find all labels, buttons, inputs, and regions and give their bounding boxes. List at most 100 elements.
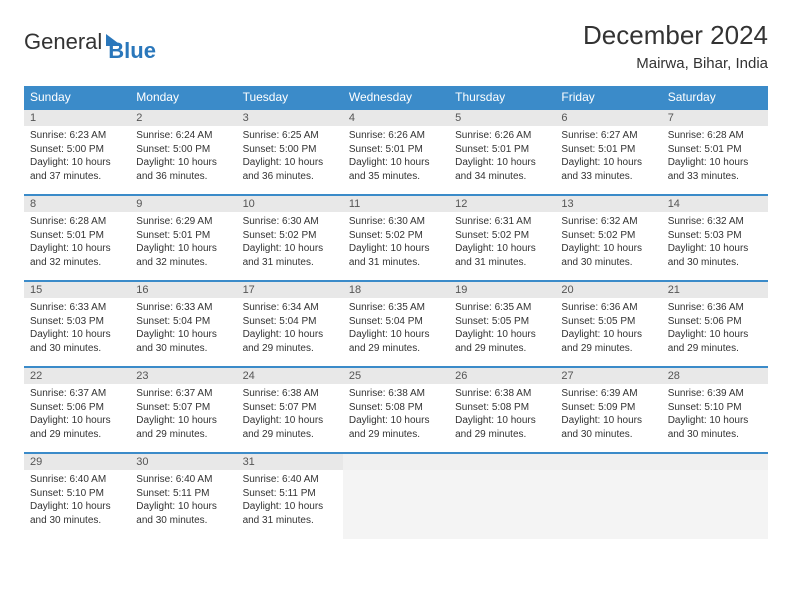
calendar-day-cell: 17Sunrise: 6:34 AMSunset: 5:04 PMDayligh… [237,281,343,367]
day-number: 30 [130,454,236,470]
day-number: 4 [343,110,449,126]
day-number: 5 [449,110,555,126]
day-details: Sunrise: 6:32 AMSunset: 5:03 PMDaylight:… [662,212,768,273]
calendar-day-cell [555,453,661,539]
day-details: Sunrise: 6:37 AMSunset: 5:07 PMDaylight:… [130,384,236,445]
calendar-day-cell [343,453,449,539]
day-details: Sunrise: 6:35 AMSunset: 5:04 PMDaylight:… [343,298,449,359]
calendar-day-cell: 5Sunrise: 6:26 AMSunset: 5:01 PMDaylight… [449,109,555,195]
calendar-day-cell: 21Sunrise: 6:36 AMSunset: 5:06 PMDayligh… [662,281,768,367]
calendar-day-cell: 20Sunrise: 6:36 AMSunset: 5:05 PMDayligh… [555,281,661,367]
day-number: 26 [449,368,555,384]
brand-part1: General [24,29,102,55]
day-number: 28 [662,368,768,384]
calendar-week-row: 29Sunrise: 6:40 AMSunset: 5:10 PMDayligh… [24,453,768,539]
day-details: Sunrise: 6:25 AMSunset: 5:00 PMDaylight:… [237,126,343,187]
day-details: Sunrise: 6:34 AMSunset: 5:04 PMDaylight:… [237,298,343,359]
title-block: December 2024 Mairwa, Bihar, India [583,20,768,72]
day-details: Sunrise: 6:38 AMSunset: 5:08 PMDaylight:… [343,384,449,445]
day-details: Sunrise: 6:39 AMSunset: 5:09 PMDaylight:… [555,384,661,445]
calendar-day-cell: 18Sunrise: 6:35 AMSunset: 5:04 PMDayligh… [343,281,449,367]
calendar-week-row: 1Sunrise: 6:23 AMSunset: 5:00 PMDaylight… [24,109,768,195]
day-number: 25 [343,368,449,384]
calendar-week-row: 8Sunrise: 6:28 AMSunset: 5:01 PMDaylight… [24,195,768,281]
day-details: Sunrise: 6:28 AMSunset: 5:01 PMDaylight:… [24,212,130,273]
day-number: 10 [237,196,343,212]
empty-day [449,454,555,470]
calendar-day-cell: 28Sunrise: 6:39 AMSunset: 5:10 PMDayligh… [662,367,768,453]
day-details: Sunrise: 6:31 AMSunset: 5:02 PMDaylight:… [449,212,555,273]
calendar-day-cell: 24Sunrise: 6:38 AMSunset: 5:07 PMDayligh… [237,367,343,453]
day-details: Sunrise: 6:28 AMSunset: 5:01 PMDaylight:… [662,126,768,187]
day-details: Sunrise: 6:29 AMSunset: 5:01 PMDaylight:… [130,212,236,273]
day-number: 12 [449,196,555,212]
calendar-day-cell [662,453,768,539]
calendar-day-cell [449,453,555,539]
day-details: Sunrise: 6:38 AMSunset: 5:08 PMDaylight:… [449,384,555,445]
day-number: 15 [24,282,130,298]
empty-day [343,454,449,470]
day-number: 20 [555,282,661,298]
calendar-day-cell: 4Sunrise: 6:26 AMSunset: 5:01 PMDaylight… [343,109,449,195]
calendar-day-cell: 7Sunrise: 6:28 AMSunset: 5:01 PMDaylight… [662,109,768,195]
calendar-day-cell: 16Sunrise: 6:33 AMSunset: 5:04 PMDayligh… [130,281,236,367]
weekday-header: Thursday [449,86,555,109]
calendar-day-cell: 19Sunrise: 6:35 AMSunset: 5:05 PMDayligh… [449,281,555,367]
day-number: 18 [343,282,449,298]
weekday-header: Sunday [24,86,130,109]
day-details: Sunrise: 6:35 AMSunset: 5:05 PMDaylight:… [449,298,555,359]
calendar-day-cell: 22Sunrise: 6:37 AMSunset: 5:06 PMDayligh… [24,367,130,453]
day-number: 13 [555,196,661,212]
day-number: 3 [237,110,343,126]
day-details: Sunrise: 6:30 AMSunset: 5:02 PMDaylight:… [237,212,343,273]
calendar-week-row: 15Sunrise: 6:33 AMSunset: 5:03 PMDayligh… [24,281,768,367]
calendar-day-cell: 29Sunrise: 6:40 AMSunset: 5:10 PMDayligh… [24,453,130,539]
month-title: December 2024 [583,20,768,51]
day-details: Sunrise: 6:36 AMSunset: 5:06 PMDaylight:… [662,298,768,359]
day-details: Sunrise: 6:33 AMSunset: 5:03 PMDaylight:… [24,298,130,359]
day-number: 31 [237,454,343,470]
brand-logo: General Blue [24,20,156,64]
calendar-day-cell: 1Sunrise: 6:23 AMSunset: 5:00 PMDaylight… [24,109,130,195]
day-details: Sunrise: 6:24 AMSunset: 5:00 PMDaylight:… [130,126,236,187]
header: General Blue December 2024 Mairwa, Bihar… [24,20,768,72]
day-details: Sunrise: 6:23 AMSunset: 5:00 PMDaylight:… [24,126,130,187]
brand-part2: Blue [108,38,156,64]
day-number: 8 [24,196,130,212]
calendar-day-cell: 3Sunrise: 6:25 AMSunset: 5:00 PMDaylight… [237,109,343,195]
day-details: Sunrise: 6:30 AMSunset: 5:02 PMDaylight:… [343,212,449,273]
calendar-day-cell: 23Sunrise: 6:37 AMSunset: 5:07 PMDayligh… [130,367,236,453]
calendar-body: 1Sunrise: 6:23 AMSunset: 5:00 PMDaylight… [24,109,768,539]
day-details: Sunrise: 6:27 AMSunset: 5:01 PMDaylight:… [555,126,661,187]
day-details: Sunrise: 6:40 AMSunset: 5:11 PMDaylight:… [130,470,236,531]
empty-day [662,454,768,470]
day-number: 7 [662,110,768,126]
day-number: 14 [662,196,768,212]
calendar-week-row: 22Sunrise: 6:37 AMSunset: 5:06 PMDayligh… [24,367,768,453]
day-number: 9 [130,196,236,212]
day-number: 21 [662,282,768,298]
weekday-header: Friday [555,86,661,109]
day-details: Sunrise: 6:26 AMSunset: 5:01 PMDaylight:… [343,126,449,187]
day-details: Sunrise: 6:39 AMSunset: 5:10 PMDaylight:… [662,384,768,445]
calendar-day-cell: 9Sunrise: 6:29 AMSunset: 5:01 PMDaylight… [130,195,236,281]
calendar-day-cell: 25Sunrise: 6:38 AMSunset: 5:08 PMDayligh… [343,367,449,453]
day-number: 29 [24,454,130,470]
calendar-day-cell: 13Sunrise: 6:32 AMSunset: 5:02 PMDayligh… [555,195,661,281]
weekday-header: Monday [130,86,236,109]
weekday-header: Tuesday [237,86,343,109]
day-number: 1 [24,110,130,126]
location: Mairwa, Bihar, India [583,55,768,72]
day-number: 22 [24,368,130,384]
calendar-day-cell: 2Sunrise: 6:24 AMSunset: 5:00 PMDaylight… [130,109,236,195]
day-details: Sunrise: 6:33 AMSunset: 5:04 PMDaylight:… [130,298,236,359]
day-number: 23 [130,368,236,384]
calendar-day-cell: 26Sunrise: 6:38 AMSunset: 5:08 PMDayligh… [449,367,555,453]
calendar-day-cell: 27Sunrise: 6:39 AMSunset: 5:09 PMDayligh… [555,367,661,453]
day-details: Sunrise: 6:40 AMSunset: 5:10 PMDaylight:… [24,470,130,531]
empty-day [555,454,661,470]
day-number: 17 [237,282,343,298]
day-details: Sunrise: 6:36 AMSunset: 5:05 PMDaylight:… [555,298,661,359]
day-number: 24 [237,368,343,384]
calendar-day-cell: 11Sunrise: 6:30 AMSunset: 5:02 PMDayligh… [343,195,449,281]
